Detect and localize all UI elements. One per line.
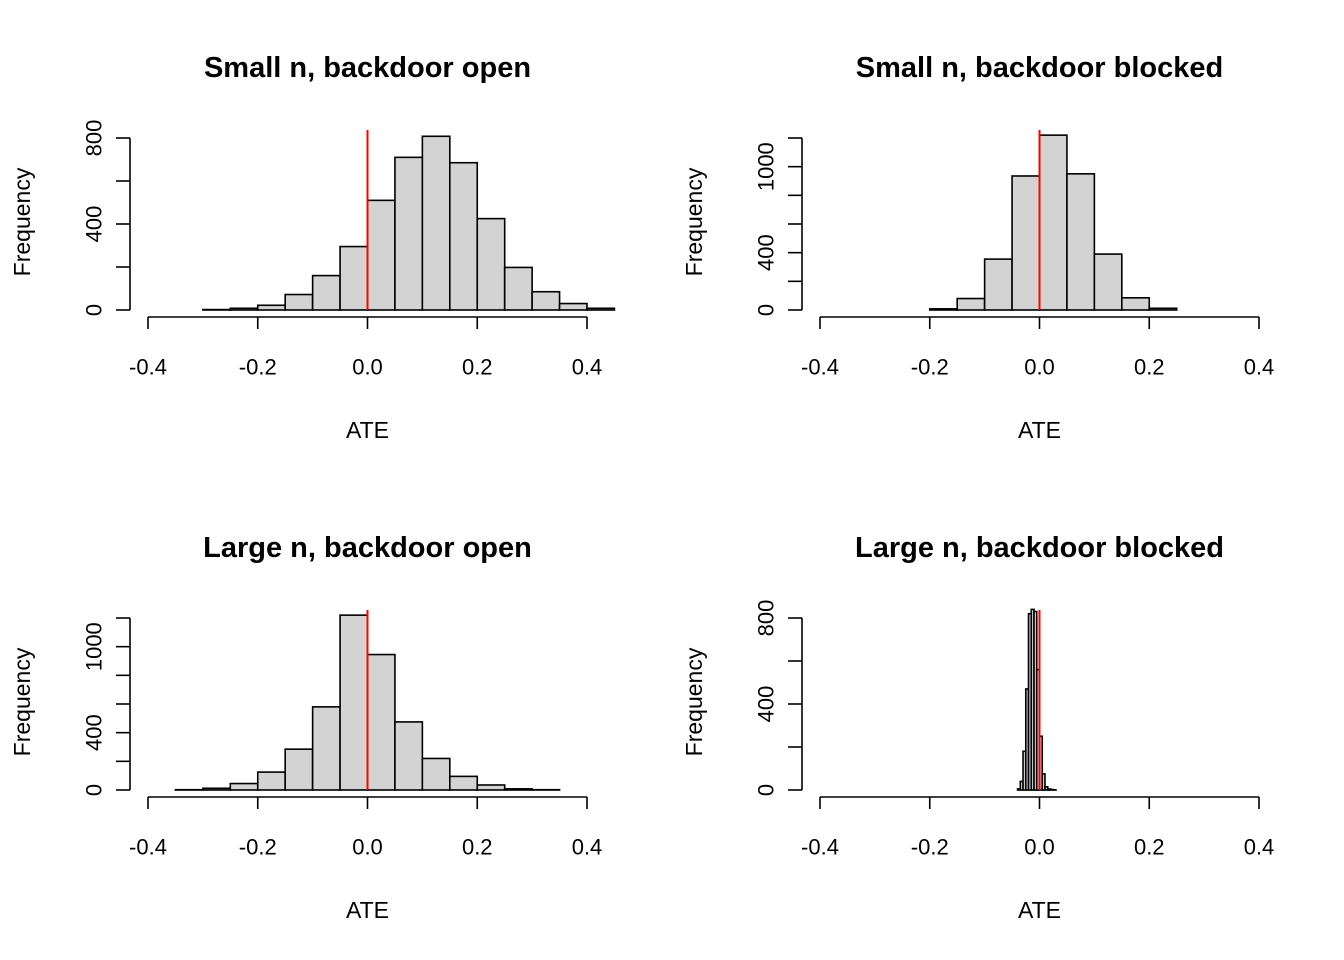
x-tick-label: -0.2 (239, 355, 277, 380)
histogram-bar (284, 748, 314, 791)
histogram-bar (1041, 773, 1046, 791)
histogram-bar (503, 266, 533, 311)
histogram-bar (311, 274, 341, 311)
histogram-panel-small-n-open: Small n, backdoor open -0.4 -0.2 0.0 0.2 0.4 0… (9, 52, 616, 443)
y-tick-label: 1000 (754, 142, 779, 191)
histogram-bar (394, 156, 424, 311)
x-tick-label: -0.2 (239, 835, 277, 860)
x-tick-label: -0.4 (129, 355, 167, 380)
histogram-bar (229, 782, 259, 791)
y-axis-label: Frequency (681, 167, 707, 276)
y-tick-label: 400 (754, 234, 779, 271)
histogram-panel-large-n-blocked: Large n, backdoor blocked -0.4 -0.2 0.0 0.2 0… (681, 532, 1274, 923)
histogram-bars (174, 614, 561, 791)
histogram-bar (449, 161, 479, 311)
chart-title: Large n, backdoor blocked (855, 532, 1224, 564)
x-tick-label: 0.2 (462, 355, 493, 380)
histogram-bar (366, 199, 396, 311)
histogram-bar (421, 757, 451, 791)
histogram-bar (503, 788, 533, 791)
y-tick-label: 0 (754, 784, 779, 796)
histogram-panel-small-n-blocked: Small n, backdoor blocked -0.4 -0.2 0.0 0.2 0… (681, 52, 1274, 443)
x-axis-label: ATE (1018, 897, 1061, 923)
x-tick-label: -0.2 (911, 835, 949, 860)
chart-title: Small n, backdoor open (204, 52, 531, 84)
y-tick-label: 800 (82, 120, 107, 157)
histogram-bar (421, 135, 451, 311)
x-tick-label: -0.2 (911, 355, 949, 380)
histogram-bar (284, 293, 314, 311)
x-tick-label: -0.4 (129, 835, 167, 860)
x-tick-label: 0.4 (572, 355, 603, 380)
histogram-bar (531, 290, 561, 311)
x-tick-label: -0.4 (801, 355, 839, 380)
histogram-bar (339, 245, 369, 311)
x-axis-label: ATE (346, 417, 389, 443)
histogram-bars (202, 135, 616, 311)
histogram-bar (1148, 307, 1178, 311)
y-tick-label: 400 (754, 686, 779, 723)
y-axis-label: Frequency (681, 647, 707, 756)
x-tick-label: 0.2 (1134, 355, 1165, 380)
histogram-bar (1093, 253, 1123, 311)
y-axis-label: Frequency (9, 647, 35, 756)
x-tick-label: 0.2 (1134, 835, 1165, 860)
x-axis-label: ATE (1018, 417, 1061, 443)
x-tick-label: 0.0 (1024, 355, 1055, 380)
histogram-bar (256, 304, 286, 311)
histogram-bar (394, 721, 424, 791)
x-tick-label: -0.4 (801, 835, 839, 860)
histogram-panel-large-n-open: Large n, backdoor open -0.4 -0.2 0.0 0.2 0.4 0… (9, 532, 602, 923)
histogram-bar (586, 307, 616, 311)
x-tick-label: 0.2 (462, 835, 493, 860)
x-tick-label: 0.4 (1244, 355, 1275, 380)
histogram-bar (339, 614, 369, 791)
histogram-bar (366, 653, 396, 791)
y-tick-label: 0 (82, 304, 107, 316)
y-tick-label: 800 (754, 600, 779, 637)
x-tick-label: 0.4 (572, 835, 603, 860)
y-tick-label: 0 (82, 784, 107, 796)
y-tick-label: 400 (82, 714, 107, 751)
histogram-bar (202, 787, 232, 791)
histogram-bar (956, 297, 986, 311)
histogram-bars (928, 134, 1178, 311)
x-tick-label: 0.0 (1024, 835, 1055, 860)
histogram-bars (1016, 608, 1057, 791)
y-tick-label: 1000 (82, 622, 107, 671)
histogram-bar (983, 258, 1013, 311)
histogram-bar (1066, 173, 1096, 311)
histogram-bar (256, 771, 286, 791)
chart-title: Small n, backdoor blocked (856, 52, 1223, 84)
histogram-bar (311, 706, 341, 791)
histogram-bar (1038, 134, 1068, 311)
y-tick-label: 0 (754, 304, 779, 316)
x-axis-label: ATE (346, 897, 389, 923)
y-tick-label: 400 (82, 206, 107, 243)
histogram-bar (1011, 175, 1041, 311)
histogram-bar (476, 217, 506, 311)
x-tick-label: 0.0 (352, 835, 383, 860)
histogram-bar (476, 784, 506, 791)
histogram-bar (928, 308, 958, 311)
x-tick-label: 0.0 (352, 355, 383, 380)
histogram-bar (558, 302, 588, 311)
y-axis-label: Frequency (9, 167, 35, 276)
x-tick-label: 0.4 (1244, 835, 1275, 860)
histogram-bar (1121, 297, 1151, 311)
histogram-bar (229, 307, 259, 311)
histogram-bar (449, 775, 479, 791)
chart-title: Large n, backdoor open (203, 532, 532, 564)
